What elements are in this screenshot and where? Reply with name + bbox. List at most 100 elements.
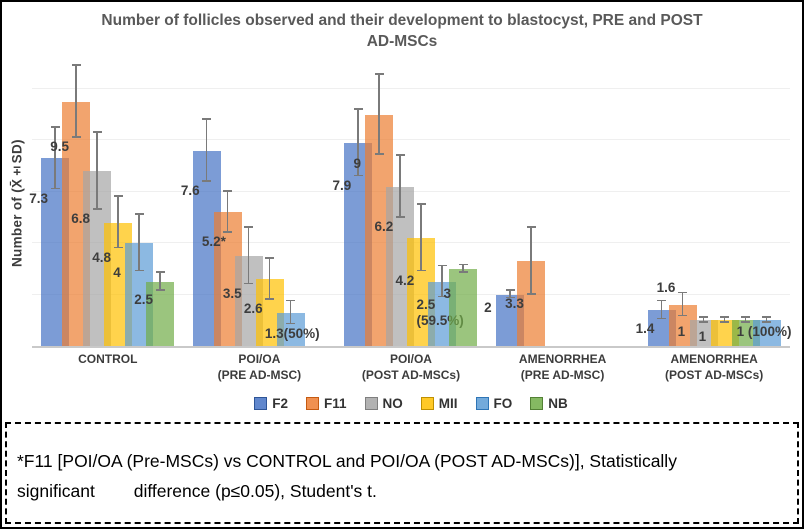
legend-item-NB: NB bbox=[530, 396, 568, 411]
error-bar-cap bbox=[134, 213, 144, 215]
error-bar bbox=[289, 301, 292, 325]
error-bar-cap bbox=[155, 289, 165, 291]
bar-value-label: 4.8 bbox=[92, 249, 112, 265]
legend-swatch-icon bbox=[530, 397, 544, 410]
error-bar-cap bbox=[395, 216, 405, 218]
bar-value-label: 4.2 bbox=[395, 272, 415, 288]
error-bar-cap bbox=[353, 108, 363, 110]
error-bar-cap bbox=[762, 316, 772, 318]
category-label: POI/OA (POST AD-MSCs) bbox=[361, 352, 461, 382]
bar-value-label: 1.3(50%) bbox=[264, 325, 320, 341]
error-bar-cap bbox=[458, 263, 468, 266]
legend-label: MII bbox=[438, 396, 458, 411]
legend-label: NB bbox=[548, 396, 568, 411]
error-bar bbox=[399, 155, 401, 218]
category-label: AMENORRHEA (POST AD-MSCs) bbox=[665, 352, 764, 382]
footnote-line1: *F11 [POI/OA (Pre-MSCs) vs CONTROL and P… bbox=[17, 451, 677, 471]
legend-item-NO: NO bbox=[364, 396, 403, 411]
legend-label: FO bbox=[493, 396, 513, 411]
error-bar-cap bbox=[50, 126, 60, 128]
error-bar-cap bbox=[353, 174, 363, 177]
error-bar-cap bbox=[657, 317, 667, 320]
error-bar-cap bbox=[458, 271, 468, 273]
error-bar-cap bbox=[437, 264, 447, 267]
bar-NB: 3 bbox=[443, 263, 478, 346]
bar-value-label: 9.5 bbox=[50, 139, 70, 155]
error-bar-cap bbox=[244, 282, 254, 285]
chart-title-line2: AD-MSCs bbox=[366, 32, 438, 50]
error-bar bbox=[660, 301, 663, 320]
error-bar-cap bbox=[699, 316, 709, 318]
error-bar bbox=[702, 317, 705, 323]
bar-value-label: 7.9 bbox=[332, 177, 352, 193]
gridline bbox=[32, 88, 790, 89]
bar-group: 7.6 5.2* 3.5 2.6 1.3(50%) bbox=[180, 58, 336, 346]
bar-value-label: 1.6 bbox=[656, 279, 676, 295]
error-bar-cap bbox=[720, 316, 730, 318]
bar-value-label: 6.8 bbox=[71, 211, 91, 227]
bar-value-label: 1 bbox=[698, 329, 707, 345]
error-bar-cap bbox=[505, 296, 515, 299]
error-bar bbox=[247, 227, 250, 285]
footnote-box: *F11 [POI/OA (Pre-MSCs) vs CONTROL and P… bbox=[5, 422, 799, 524]
error-bar-cap bbox=[265, 298, 275, 300]
bar-value-label: 7.3 bbox=[29, 190, 49, 206]
error-bar-cap bbox=[437, 295, 447, 298]
error-bar-cap bbox=[202, 180, 212, 182]
error-bar-cap bbox=[223, 190, 233, 192]
error-bar-cap bbox=[374, 73, 384, 75]
error-bar-cap bbox=[92, 131, 102, 133]
error-bar-cap bbox=[244, 226, 254, 228]
bars-layer: 7.3 9.5 6.8 4.8 4 2.5 7.6 5.2* 3.5 2.6 1.3(50%) 7.9… bbox=[29, 58, 791, 346]
error-bar bbox=[96, 132, 98, 210]
bar-FO: 1 (100%) bbox=[737, 316, 791, 346]
bar-group: 7.9 9 6.2 4.2 2.5 (59.5%) 3 bbox=[332, 58, 487, 346]
bar-NB: 2.5 bbox=[134, 271, 175, 346]
error-bar-cap bbox=[71, 64, 81, 66]
error-bar-cap bbox=[526, 293, 536, 295]
legend-item-F2: F2 bbox=[254, 396, 288, 411]
error-bar-cap bbox=[678, 314, 688, 317]
bar-value-label: 3 bbox=[443, 286, 451, 302]
bar-value-label: 2.6 bbox=[243, 301, 263, 317]
legend: F2 F11 NO MII FO NB bbox=[32, 396, 790, 411]
error-bar-cap bbox=[395, 154, 405, 156]
error-bar bbox=[159, 272, 161, 291]
bar-fill-NB bbox=[449, 268, 478, 346]
legend-swatch-icon bbox=[305, 397, 319, 410]
error-bar-cap bbox=[678, 291, 688, 294]
error-bar-cap bbox=[71, 136, 81, 138]
error-bar bbox=[681, 293, 684, 317]
y-axis-label: Number of (X̄±SD) bbox=[9, 139, 25, 267]
bar-group: 2 3.3 bbox=[484, 58, 639, 346]
bar-value-label: 7.6 bbox=[180, 183, 200, 199]
error-bar-cap bbox=[50, 187, 60, 190]
bar-value-label: 5.2* bbox=[201, 234, 226, 250]
error-bar-cap bbox=[265, 257, 275, 259]
error-bar-cap bbox=[762, 321, 772, 323]
error-bar bbox=[441, 266, 443, 298]
category-label: CONTROL bbox=[78, 352, 138, 366]
error-bar bbox=[138, 214, 140, 272]
bar-value-label: 1.4 bbox=[635, 320, 655, 336]
error-bar-cap bbox=[699, 321, 709, 323]
bar-fill-NB bbox=[146, 281, 175, 346]
error-bar-cap bbox=[155, 271, 165, 273]
bar-FO: 1.3(50%) bbox=[265, 299, 320, 346]
error-bar bbox=[765, 317, 768, 323]
error-bar bbox=[54, 127, 56, 190]
error-bar bbox=[744, 317, 747, 323]
bar-value-label: 6.2 bbox=[374, 218, 394, 234]
error-bar-cap bbox=[720, 321, 730, 323]
bar-value-label: 1 (100%) bbox=[736, 324, 792, 340]
error-bar bbox=[226, 191, 229, 233]
error-bar bbox=[530, 227, 532, 295]
category-label: AMENORRHEA (PRE AD-MSC) bbox=[518, 352, 607, 382]
error-bar-cap bbox=[374, 153, 384, 155]
error-bar-cap bbox=[92, 208, 102, 210]
legend-item-MII: MII bbox=[420, 396, 458, 411]
error-bar bbox=[723, 317, 726, 323]
bar-value-label: 4 bbox=[113, 264, 121, 280]
error-bar bbox=[117, 196, 119, 249]
